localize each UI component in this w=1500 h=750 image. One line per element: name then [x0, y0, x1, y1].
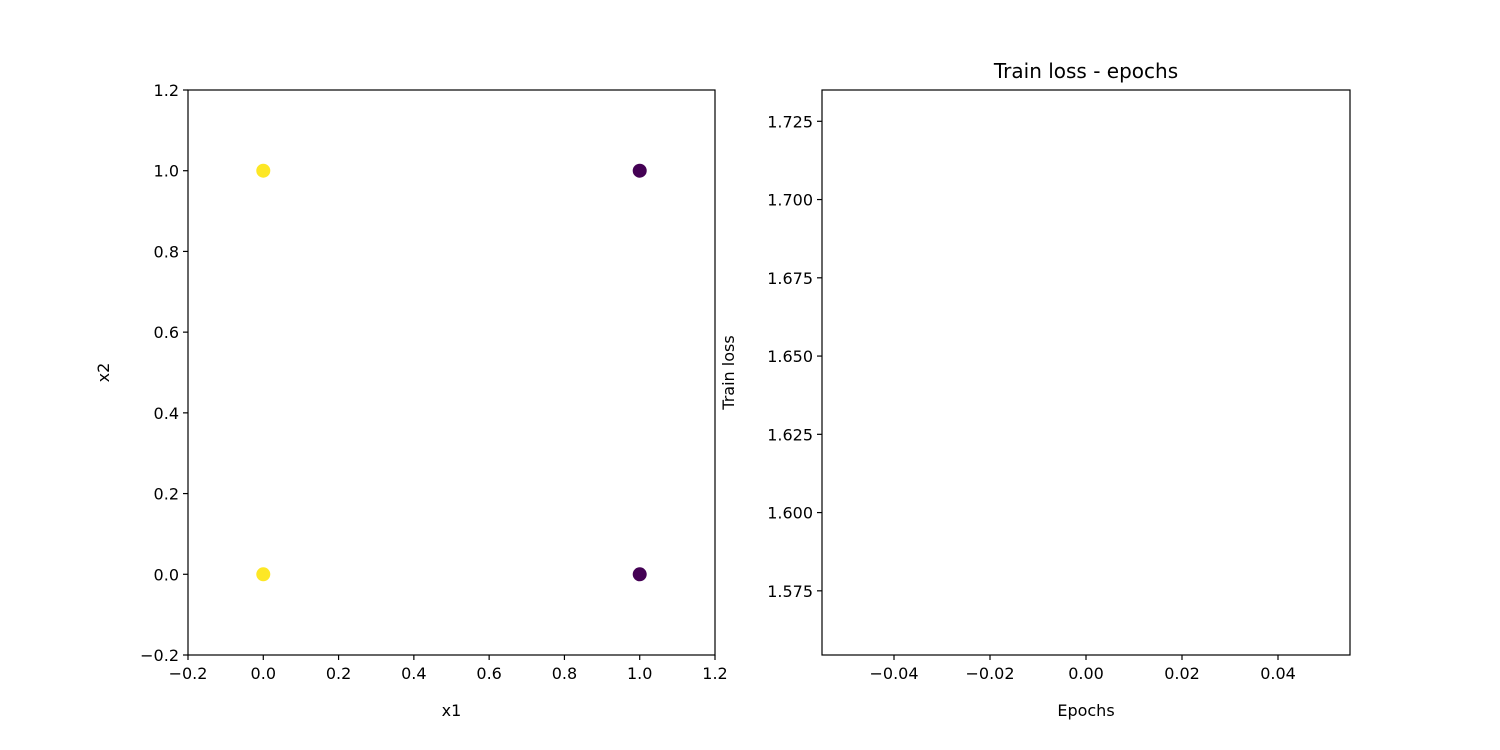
train-loss-x-tick-label: 0.00 [1068, 664, 1104, 683]
train-loss-x-tick-label: 0.04 [1260, 664, 1296, 683]
train-loss-title: Train loss - epochs [993, 59, 1178, 83]
scatter-x-tick-label: 1.0 [627, 664, 652, 683]
scatter-y-tick-label: 0.0 [154, 565, 179, 584]
train-loss-chart: Train loss - epochs −0.04 −0.02 0.00 0.02 0.… [719, 59, 1351, 720]
train-loss-y-tick-label: 1.625 [767, 425, 813, 444]
scatter-point [632, 567, 647, 582]
scatter-x-tick-label: 1.2 [702, 664, 727, 683]
train-loss-y-tick-label: 1.725 [767, 112, 813, 131]
scatter-y-tick-label: 0.4 [154, 404, 179, 423]
scatter-y-tick-label: 1.0 [154, 162, 179, 181]
train-loss-x-tick-label: −0.04 [869, 664, 918, 683]
train-loss-x-tick-label: −0.02 [965, 664, 1014, 683]
scatter-y-tick-label: 1.2 [154, 81, 179, 100]
scatter-x-tick-label: 0.8 [552, 664, 577, 683]
scatter-y-axis-label: x2 [94, 363, 113, 383]
scatter-x-tick-label: 0.4 [401, 664, 426, 683]
train-loss-y-tick-label: 1.650 [767, 347, 813, 366]
train-loss-x-axis-label: Epochs [1057, 701, 1114, 720]
scatter-x-tick-label: 0.2 [326, 664, 351, 683]
scatter-x-tick-label: 0.6 [476, 664, 501, 683]
scatter-y-tick-label: −0.2 [140, 646, 179, 665]
train-loss-y-tick-label: 1.600 [767, 504, 813, 523]
scatter-plot-frame [187, 89, 716, 656]
scatter-x-tick-label: −0.2 [169, 664, 208, 683]
scatter-x-tick-label: 0.0 [251, 664, 276, 683]
train-loss-y-tick-label: 1.700 [767, 191, 813, 210]
scatter-y-tick-label: 0.6 [154, 323, 179, 342]
train-loss-y-axis-label: Train loss [719, 335, 738, 410]
train-loss-y-tick-label: 1.575 [767, 582, 813, 601]
train-loss-y-tick-label: 1.675 [767, 269, 813, 288]
scatter-point [256, 567, 271, 582]
scatter-y-tick-label: 0.2 [154, 485, 179, 504]
scatter-x-axis-label: x1 [442, 701, 462, 720]
scatter-y-tick-label: 0.8 [154, 242, 179, 261]
scatter-point [632, 163, 647, 178]
train-loss-x-tick-label: 0.02 [1164, 664, 1200, 683]
scatter-point [256, 163, 271, 178]
scatter-chart: −0.2 0.0 0.2 0.4 0.6 0.8 1.0 1.2 −0.2 0.0 0.2 0.4 0… [94, 81, 728, 720]
